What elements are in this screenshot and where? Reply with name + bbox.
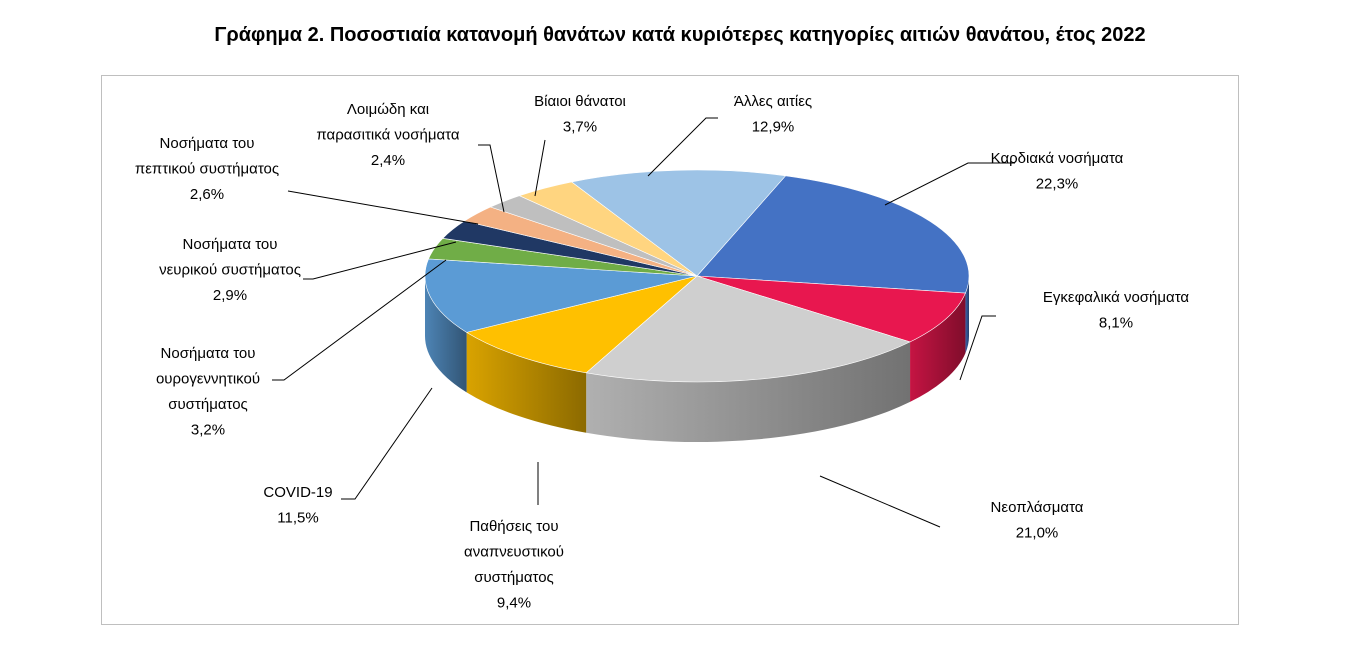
pie-slice-4 — [424, 258, 698, 333]
data-label-3: Παθήσεις του αναπνευστικού συστήματος 9,4% — [464, 518, 564, 612]
pie-slice-1 — [696, 275, 966, 343]
data-label-0: Καρδιακά νοσήματα 22,3% — [991, 150, 1124, 193]
data-label-6: Νοσήματα του νευρικού συστήματος 2,9% — [159, 236, 301, 304]
leader-line-0 — [884, 162, 1015, 206]
leader-line-5 — [272, 259, 447, 381]
data-label-8: Λοιμώδη και παρασιτικά νοσήματα 2,4% — [316, 101, 459, 169]
data-label-7: Νοσήματα του πεπτικού συστήματος 2,6% — [135, 135, 279, 203]
data-label-2: Νεοπλάσματα 21,0% — [991, 499, 1084, 542]
pie-side-1 — [910, 293, 966, 402]
pie-slice-0 — [696, 175, 970, 294]
leader-line-2 — [819, 475, 941, 528]
data-label-5: Νοσήματα του ουρογεννητικού συστήματος 3,2% — [156, 345, 260, 439]
leader-line-6 — [303, 241, 457, 280]
pie-side-walls — [425, 276, 969, 442]
pie-side-2 — [586, 341, 911, 442]
data-label-4: COVID-19 11,5% — [263, 484, 332, 527]
leader-line-7 — [287, 190, 479, 225]
pie-slice-10 — [570, 169, 787, 277]
pie-slice-3 — [465, 275, 698, 374]
pie-top — [424, 169, 970, 383]
leader-line-9 — [534, 139, 546, 197]
pie-slice-2 — [585, 275, 911, 383]
chart-frame — [101, 75, 1239, 625]
leader-line-4 — [341, 387, 433, 500]
data-label-1: Εγκεφαλικά νοσήματα 8,1% — [1043, 289, 1190, 332]
leader-line-8 — [478, 144, 505, 213]
chart-title: Γράφημα 2. Ποσοστιαία κατανομή θανάτων κ… — [214, 24, 1146, 46]
data-label-10: Άλλες αιτίες 12,9% — [734, 93, 812, 136]
pie-side-0 — [965, 276, 969, 354]
pie-side-3 — [466, 332, 587, 433]
leader-line-1 — [959, 315, 996, 381]
pie-labels: Καρδιακά νοσήματα 22,3% Εγκεφαλικά νοσήματ… — [135, 93, 1190, 612]
data-label-9: Βίαιοι θάνατοι 3,7% — [534, 93, 626, 136]
leader-line-10 — [647, 117, 718, 177]
